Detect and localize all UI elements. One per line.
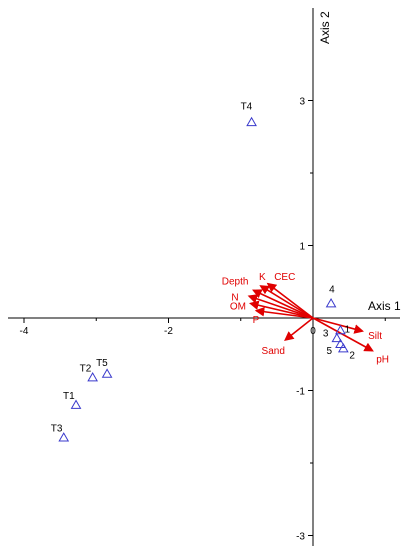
vector-arrow-silt <box>312 317 364 334</box>
site-label-t3: T3 <box>51 424 63 435</box>
site-label-t2: T2 <box>80 363 92 374</box>
site-marker-4 <box>325 297 337 308</box>
site-label-t1: T1 <box>63 391 75 402</box>
x-tick-label: 0 <box>310 326 316 337</box>
site-label-t4: T4 <box>241 101 253 112</box>
y-tick-label: -1 <box>296 387 305 398</box>
vector-label-om: OM <box>230 302 246 313</box>
vector-label-k: K <box>259 272 266 283</box>
y-axis-title: Axis 2 <box>318 11 332 44</box>
vector-arrow-depth <box>252 289 314 319</box>
site-marker-5 <box>335 338 346 348</box>
site-marker-2 <box>337 342 349 353</box>
y-tick-label: -3 <box>296 532 305 543</box>
vector-label-ph: pH <box>376 355 389 366</box>
site-marker-t3 <box>58 432 70 442</box>
site-marker-t1 <box>70 399 82 409</box>
vector-arrow-n <box>247 294 314 319</box>
environmental-vectors: Depth K CEC NOM P Sand Silt pH <box>222 272 389 366</box>
vector-arrow-cec <box>266 282 314 319</box>
vector-label-depth: Depth <box>222 276 249 287</box>
vector-label-p: P <box>253 315 260 326</box>
site-marker-t5 <box>101 368 113 378</box>
site-label-3: 3 <box>323 328 329 339</box>
x-tick-label: -4 <box>20 326 29 337</box>
site-label-2: 2 <box>349 350 355 361</box>
site-marker-t4 <box>246 116 257 127</box>
vector-label-cec: CEC <box>274 272 295 283</box>
site-marker-t2 <box>87 371 98 382</box>
site-marker-3 <box>331 332 343 343</box>
vector-arrow-ph <box>312 317 374 352</box>
vector-label-n: N <box>231 292 238 303</box>
y-tick-label: 1 <box>299 242 305 253</box>
x-tick-label: -2 <box>164 326 173 337</box>
site-points: T4 4 1 3 5 2 T2 T5 T1 T3 <box>51 101 355 442</box>
site-marker-1 <box>335 324 346 335</box>
x-ticks: -4 -2 0 <box>20 318 386 337</box>
x-axis-title: Axis 1 <box>368 299 401 313</box>
vector-label-silt: Silt <box>368 331 382 342</box>
y-ticks: -3 -1 1 3 <box>296 97 313 543</box>
site-label-t5: T5 <box>96 358 108 369</box>
vector-label-sand: Sand <box>262 346 285 357</box>
vector-arrow-om <box>248 300 314 319</box>
site-label-1: 1 <box>344 324 350 335</box>
vector-arrow-p <box>254 306 314 319</box>
site-label-4: 4 <box>329 285 335 296</box>
site-label-5: 5 <box>326 346 332 357</box>
y-tick-label: 3 <box>299 97 305 108</box>
vector-arrow-sand <box>284 317 314 341</box>
